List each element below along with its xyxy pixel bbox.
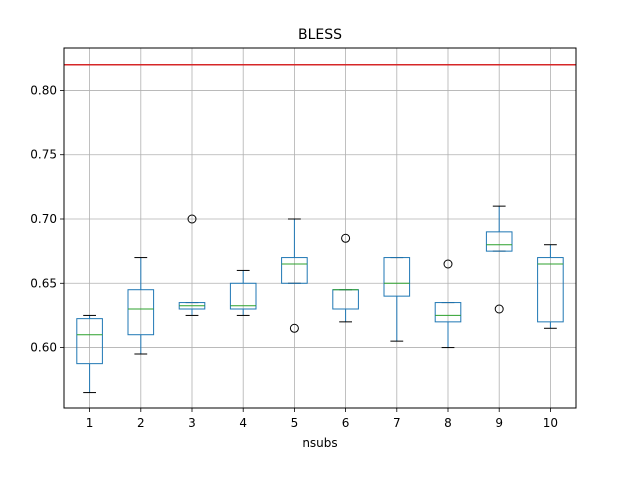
y-tick-label: 0.80 — [30, 83, 57, 97]
x-tick-label: 8 — [444, 416, 452, 430]
x-axis-label: nsubs — [302, 436, 337, 450]
box-group — [485, 205, 513, 314]
box-group — [178, 214, 206, 316]
x-tick-label: 7 — [393, 416, 401, 430]
x-tick-label: 9 — [495, 416, 503, 430]
box-group — [434, 259, 462, 349]
x-tick-label: 1 — [86, 416, 94, 430]
outlier-point — [187, 214, 197, 224]
outlier-point — [289, 323, 299, 333]
box — [76, 318, 103, 365]
box-group — [281, 218, 308, 333]
box-group — [383, 257, 411, 342]
box — [281, 257, 308, 284]
box — [434, 302, 462, 323]
outlier-point — [443, 259, 453, 269]
box-group — [537, 244, 564, 329]
y-tick-label: 0.75 — [30, 148, 57, 162]
x-tick-label: 4 — [239, 416, 247, 430]
x-tick-label: 10 — [543, 416, 558, 430]
x-tick-label: 3 — [188, 416, 196, 430]
y-tick-label: 0.60 — [30, 341, 57, 355]
box-group — [332, 233, 359, 323]
box — [485, 231, 513, 252]
x-tick-label: 6 — [342, 416, 350, 430]
x-tick-label: 5 — [291, 416, 299, 430]
chart-title: BLESS — [298, 27, 342, 43]
boxes — [76, 205, 564, 394]
x-tick-label: 2 — [137, 416, 145, 430]
box-group — [229, 269, 257, 316]
outlier-point — [341, 233, 351, 243]
outlier-point — [494, 304, 504, 314]
axes-frame — [63, 47, 577, 409]
box — [229, 282, 257, 310]
box — [383, 257, 411, 297]
box-group — [127, 257, 155, 355]
box — [537, 257, 564, 323]
box — [127, 289, 155, 336]
box-group — [76, 314, 103, 394]
ticks: 1 2 3 4 5 6 7 8 9 10 0.60 0.65 0.70 0.75 0.80 — [30, 83, 558, 430]
y-tick-label: 0.70 — [30, 212, 57, 226]
y-tick-label: 0.65 — [30, 276, 57, 290]
